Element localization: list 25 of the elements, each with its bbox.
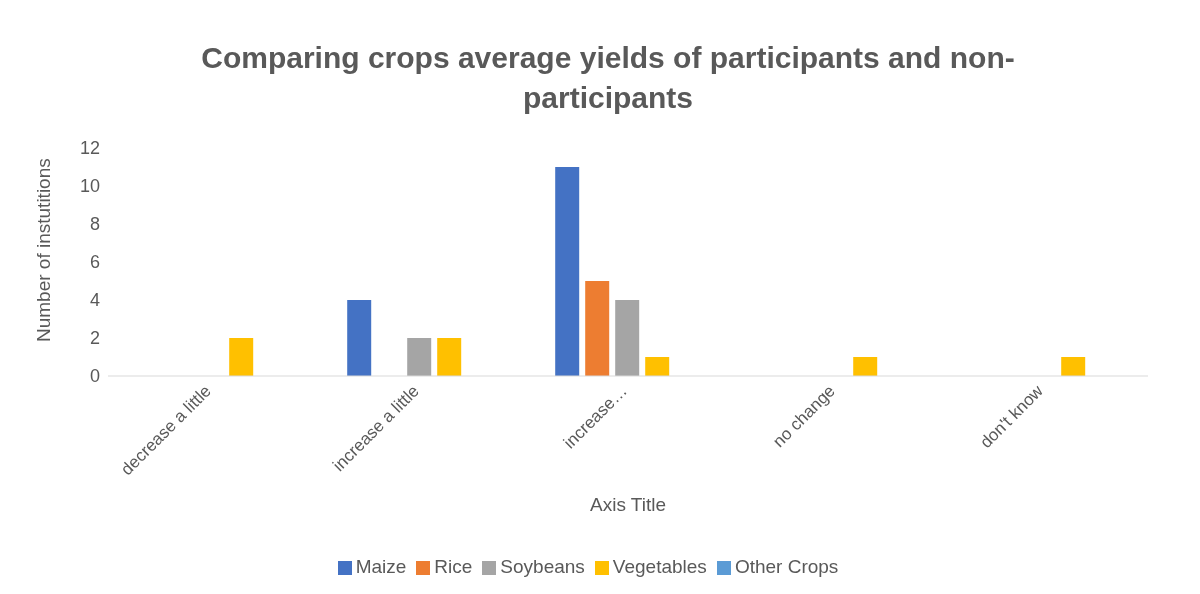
- legend-label: Other Crops: [734, 556, 839, 577]
- y-axis-title: Number of instutitions: [32, 158, 54, 342]
- bar: [229, 338, 254, 376]
- bar: [853, 357, 878, 376]
- x-axis-title: Axis Title: [589, 494, 667, 515]
- bar: [585, 281, 610, 376]
- bar: [407, 338, 432, 376]
- y-tick-label: 0: [89, 366, 100, 387]
- y-tick-label: 2: [89, 328, 100, 349]
- y-tick-label: 12: [79, 138, 100, 159]
- bar: [645, 357, 670, 376]
- bar: [437, 338, 462, 376]
- y-tick-label: 6: [89, 252, 100, 273]
- y-tick-label: 4: [89, 290, 100, 311]
- legend-label: Maize: [355, 556, 407, 577]
- chart-title: Comparing crops average yields of participants and non-participants: [200, 40, 1016, 116]
- bar: [347, 300, 372, 376]
- bar: [615, 300, 640, 376]
- legend-label: Rice: [434, 556, 473, 577]
- bar: [1061, 357, 1086, 376]
- y-tick-label: 8: [89, 214, 100, 235]
- legend-label: Vegetables: [612, 556, 707, 577]
- bar: [555, 167, 580, 376]
- legend-label: Soybeans: [500, 556, 585, 577]
- y-tick-label: 10: [79, 176, 100, 197]
